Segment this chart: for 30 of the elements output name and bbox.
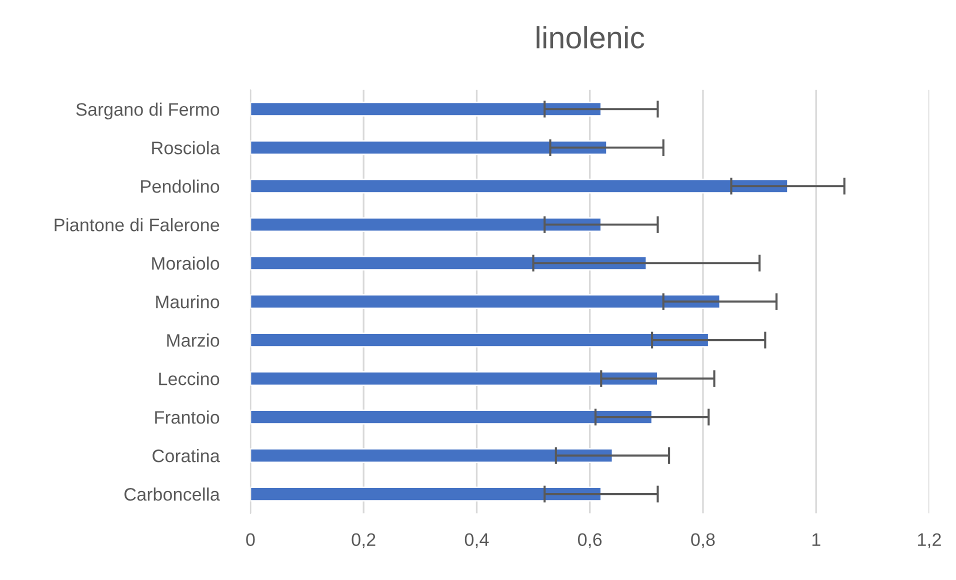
x-tick-label: 0 [246,533,255,546]
x-tick-label: 0,2 [352,533,376,548]
chart-title: linolenic [536,26,644,49]
y-tick-label: Carboncella [124,488,220,501]
y-tick-label: Moraiolo [152,256,220,270]
x-tick-label: 0,6 [578,533,602,548]
y-tick-label: Marzio [167,334,220,347]
x-tick-label: 0,8 [691,533,715,548]
y-tick-label: Maurino [156,295,220,308]
bar [250,486,602,502]
bar [250,178,789,194]
bar [250,256,648,271]
y-tick-label: Pendolino [141,180,220,193]
x-tick-label: 1,2 [918,533,941,548]
bar [250,332,710,348]
y-tick-label: Piantone di Falerone [54,218,220,232]
x-tick-label: 1 [812,533,820,546]
y-tick-label: Rosciola [152,141,220,154]
y-tick-label: Frantoio [155,410,220,424]
bar [250,371,658,386]
bar [250,140,608,156]
y-tick-label: Coratina [152,449,220,462]
bar [250,217,602,232]
y-tick-label: Sargano di Fermo [76,102,220,120]
bar [250,294,721,310]
x-tick-label: 0,4 [464,533,489,548]
bar [250,448,614,463]
bar [250,102,602,117]
bar [250,410,653,425]
y-tick-label: Leccino [159,372,220,386]
